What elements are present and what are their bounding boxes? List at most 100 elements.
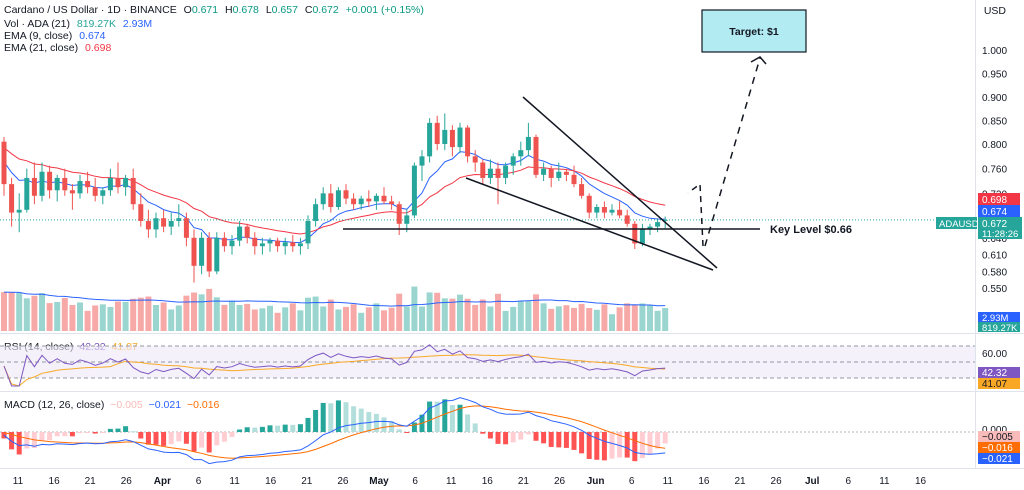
volume-bar [624,303,631,331]
volume-bar [381,310,387,331]
date-tick-label: 11 [879,476,890,487]
volume-bar [540,303,547,331]
volume-ma-tag [978,312,1020,322]
symbol-title[interactable]: Cardano / US Dollar · 1D · BINANCE [4,4,177,16]
volume-bar [39,293,45,331]
candle-body [244,226,250,238]
candle-body [123,177,129,188]
candle-body [442,129,448,144]
candle-body [24,177,30,210]
macd-histogram-bar [472,423,478,432]
candle-body [373,195,379,202]
macd-legend[interactable]: MACD (12, 26, close) −0.005 −0.021 −0.01… [4,399,222,411]
volume-bar [168,309,175,331]
candle-body [662,219,668,221]
macd-histogram-bar [100,432,106,433]
ema21-value: 0.698 [85,42,112,54]
macd-histogram-bar [320,402,326,432]
ema21-legend[interactable]: EMA (21, close) 0.698 [4,42,115,54]
ema9-legend[interactable]: EMA (9, close) 0.674 [4,30,109,42]
date-tick-label: 11 [663,476,674,487]
candle-body [229,240,235,247]
candle-body [100,190,106,196]
symbol-tag[interactable] [936,217,977,229]
candle-body [282,242,288,247]
macd-pane[interactable] [0,397,975,465]
projection-arrow-path [704,57,761,247]
candle-body [191,237,197,266]
candle-body [343,190,349,199]
time-axis[interactable]: 11 16 21 26 Apr 6 11 16 21 26 May 6 11 16 21 26 Jun 6 11 16… [13,476,927,487]
candle-body [259,243,265,247]
candle-body [145,221,151,230]
candle-body [381,195,387,202]
candle-body [449,129,455,148]
volume-bar [61,298,68,331]
date-tick-label: 16 [698,476,710,487]
wedge-upper-line[interactable] [522,96,718,269]
candle-body [434,122,440,144]
volume-bars [1,286,669,331]
countdown-text: 11:28:26 [982,229,1018,240]
macd-histogram-bar [381,417,387,432]
candle-body [639,229,645,244]
macd-histogram-bar [199,432,205,448]
candle-body [487,168,493,178]
candle-body [655,222,661,227]
date-tick-label: 11 [13,476,24,487]
candle-body [389,201,395,205]
currency-label[interactable]: USD [983,5,1006,17]
volume-bar [487,306,494,331]
wedge-lower-line[interactable] [465,177,714,271]
price-tick-label: 0.610 [982,251,1007,262]
macd-histogram-bar [594,432,600,460]
symbol-legend: Cardano / US Dollar · 1D · BINANCE O0.67… [4,4,428,16]
candle-body [161,218,167,227]
macd-histogram-bar [328,403,334,432]
candle-body [427,122,433,157]
projection-arrowhead [750,56,767,65]
volume-ma-line [3,291,666,307]
macd-histogram-bar [161,432,167,446]
candle-body [533,136,539,175]
volume-bar [396,293,403,331]
macd-histogram-bar [92,432,98,434]
volume-bar [69,305,76,331]
macd-histogram-bar [214,432,220,446]
macd-histogram-bar [518,432,524,440]
macd-legend-signal: −0.016 [186,399,220,411]
candle-body [632,223,638,244]
volume-bar [251,309,258,331]
macd-histogram-bar [138,432,144,439]
volume-bar [654,310,661,331]
rsi-pane[interactable] [0,344,975,387]
macd-histogram-bar [465,414,471,432]
volume-bar [312,296,319,331]
candle-body [404,215,410,224]
volume-bar [92,305,99,331]
macd-histogram-bar [411,422,417,432]
macd-histogram-bar [495,432,501,444]
change-value: +0.001 (+0.15%) [345,4,424,16]
macd-hist-tag-text: −0.005 [982,432,1013,443]
volume-bar [434,292,441,331]
target-box[interactable] [701,9,807,53]
macd-histogram-bar [404,432,410,433]
volume-bar [548,308,555,331]
candle-body [275,240,281,247]
projection-path [687,182,704,247]
volume-bar [244,303,251,331]
volume-bar [289,303,296,331]
candle-body [206,237,212,272]
price-axis[interactable]: 1.0000.9500.9000.8500.8000.7600.7200.640… [982,46,1007,295]
volume-legend[interactable]: Vol · ADA (21) 819.27K 2.93M [4,18,156,30]
macd-histogram-bar [297,424,303,432]
macd-histogram-bar [77,432,83,434]
macd-histogram-bar [313,410,319,432]
volume-bar [647,305,653,331]
volume-ma-path [3,291,666,307]
date-tick-label: Jun [587,476,605,487]
candle-body [609,209,615,213]
price-tick-label: 0.550 [982,284,1007,295]
